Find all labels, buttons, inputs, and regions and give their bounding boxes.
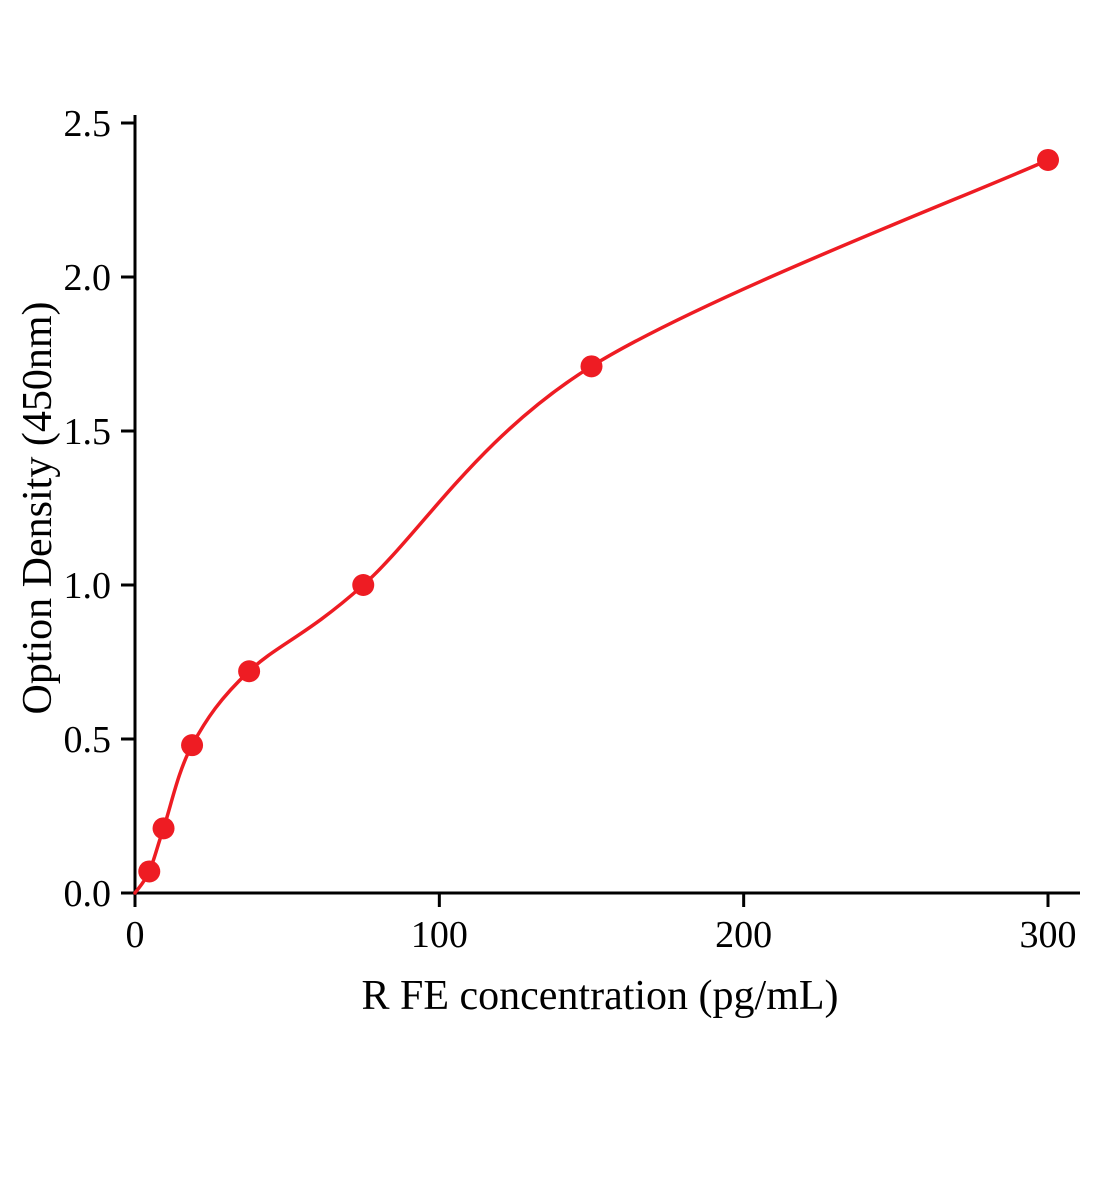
- y-tick-label: 1.5: [64, 411, 112, 453]
- y-tick-label: 2.5: [64, 103, 112, 145]
- data-point: [580, 355, 603, 378]
- y-tick-label: 2.0: [64, 257, 112, 299]
- x-tick-label: 300: [1020, 914, 1077, 956]
- x-tick-label: 0: [126, 914, 145, 956]
- data-point: [138, 860, 161, 883]
- y-tick-label: 0.5: [64, 719, 112, 761]
- y-axis-title: Option Density (450nm): [15, 301, 61, 715]
- x-tick-label: 200: [715, 914, 772, 956]
- x-axis-title: R FE concentration (pg/mL): [361, 973, 839, 1019]
- data-point: [1037, 148, 1059, 171]
- y-tick-label: 1.0: [64, 565, 112, 607]
- x-tick-label: 100: [411, 914, 468, 956]
- data-point: [152, 817, 175, 840]
- data-point: [352, 574, 375, 596]
- y-tick-label: 0.0: [64, 873, 112, 915]
- axes-lines: [133, 115, 1080, 895]
- data-point: [238, 660, 261, 683]
- fitted-curve: [133, 158, 1050, 895]
- data-point: [181, 734, 204, 757]
